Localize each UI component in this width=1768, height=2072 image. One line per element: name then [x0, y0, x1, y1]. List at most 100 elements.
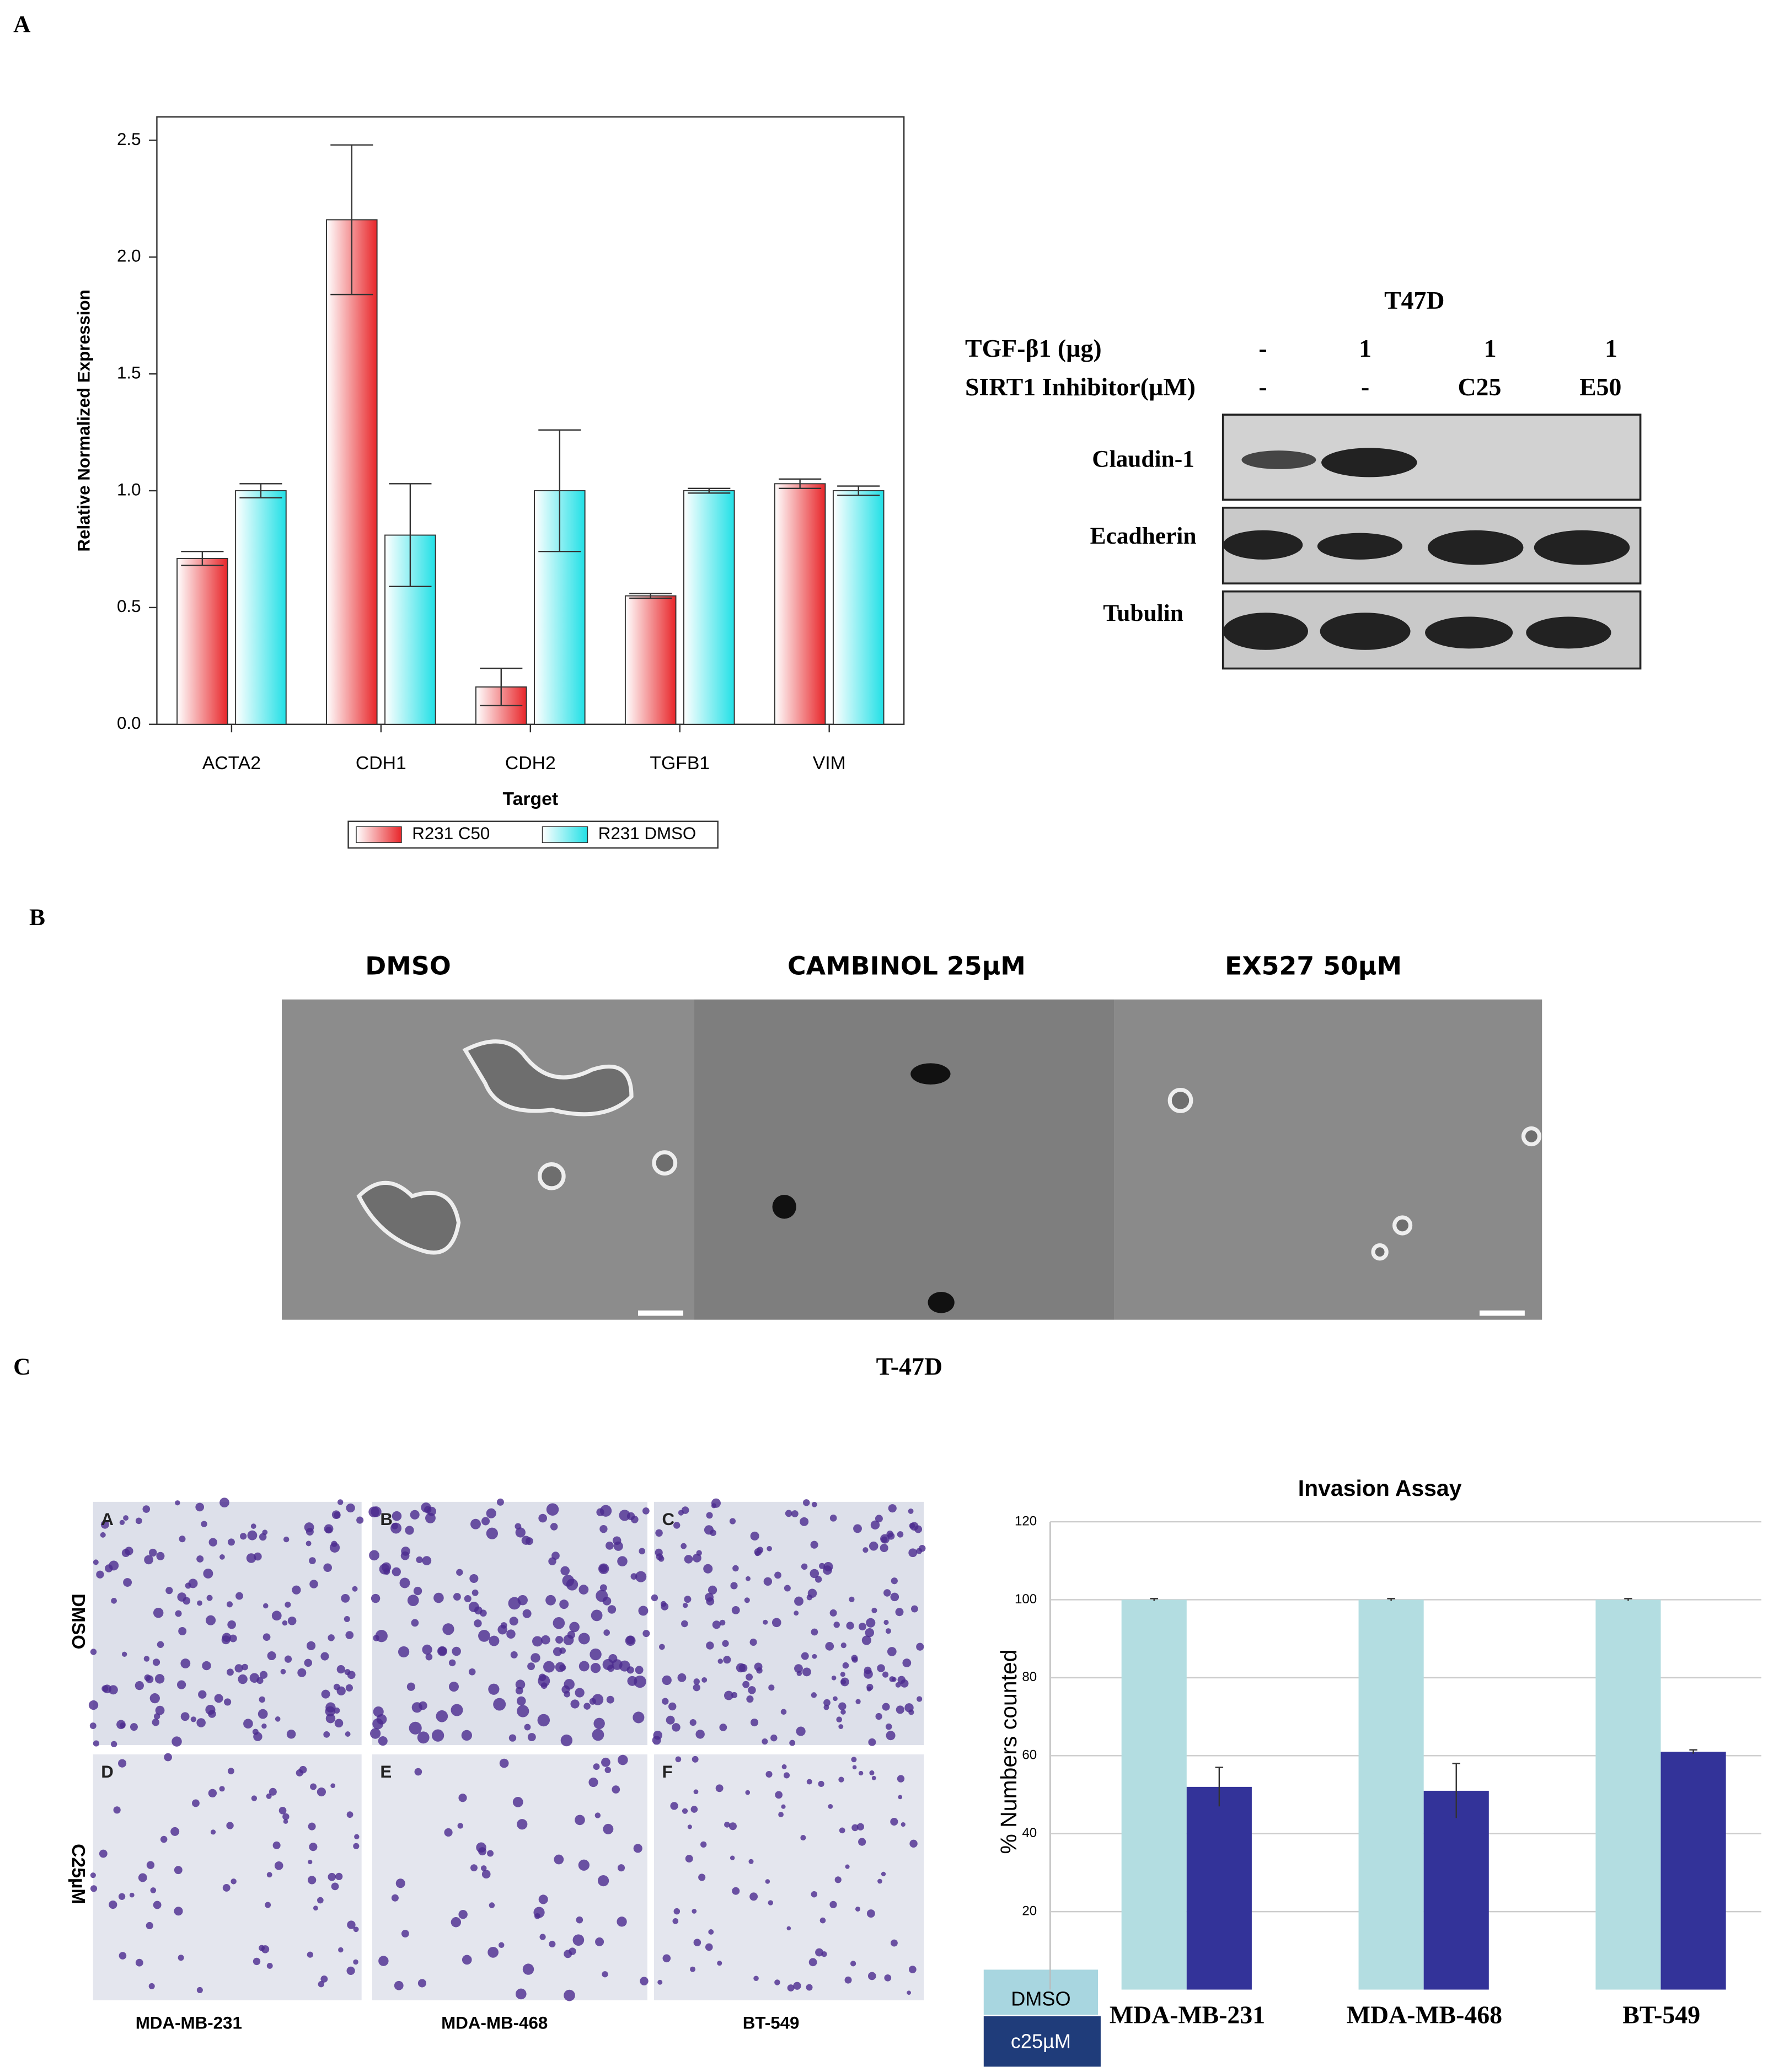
stained-cell: [405, 1526, 414, 1535]
stained-cell: [175, 1500, 180, 1506]
stained-cell: [243, 1719, 253, 1729]
error-bar: [779, 478, 822, 490]
y-tick-label: 0.0: [117, 713, 141, 733]
stained-cell: [328, 1872, 336, 1881]
stained-cell: [635, 1571, 647, 1582]
stained-cell: [464, 1595, 472, 1603]
stained-cell: [708, 1929, 714, 1935]
stained-cell: [564, 1989, 575, 2001]
stained-cell: [165, 1587, 173, 1595]
stained-cell: [884, 1974, 892, 1982]
stained-cell: [497, 1624, 507, 1635]
stained-cell: [195, 1502, 205, 1512]
stained-cell: [588, 1777, 598, 1787]
stained-cell: [226, 1822, 234, 1829]
stained-cell: [196, 1718, 206, 1727]
stained-cell: [354, 1834, 360, 1839]
stained-cell: [369, 1550, 379, 1561]
stained-cell: [266, 1872, 272, 1878]
stained-cell: [589, 1698, 596, 1705]
stained-cell: [684, 1596, 692, 1603]
stained-cell: [468, 1668, 476, 1676]
stained-cell: [192, 1799, 200, 1807]
error-bar: [1452, 1763, 1460, 1818]
stained-cell: [570, 1699, 580, 1709]
stained-cell: [598, 1563, 609, 1574]
stained-cell: [800, 1835, 806, 1841]
stained-cell: [810, 1540, 818, 1549]
stained-cell: [858, 1770, 864, 1776]
y-axis-label: Relative Normalized Expression: [74, 289, 94, 551]
stained-cell: [172, 1736, 182, 1747]
stained-cell: [607, 1605, 617, 1614]
x-tick-label: BT-549: [1622, 2001, 1700, 2029]
stained-cell: [346, 1966, 355, 1976]
stained-cell: [891, 1577, 898, 1585]
stained-cell: [517, 1819, 528, 1830]
stained-cell: [320, 1652, 329, 1661]
stained-cell: [146, 1921, 153, 1930]
stained-cell: [633, 1711, 645, 1724]
stained-cell: [753, 1976, 759, 1982]
stained-cell: [770, 1734, 778, 1742]
stained-cell: [297, 1668, 307, 1677]
stained-cell: [704, 1525, 714, 1535]
error-bar: [389, 483, 432, 587]
stained-cell: [684, 1555, 693, 1564]
stained-cell: [180, 1712, 190, 1721]
stained-cell: [282, 1620, 288, 1626]
stained-cell: [723, 1656, 731, 1664]
stained-cell: [234, 1664, 243, 1673]
stained-cell: [836, 1716, 843, 1723]
stained-cell: [406, 1682, 415, 1691]
stained-cell: [602, 1658, 614, 1671]
stained-cell: [458, 1794, 467, 1802]
stained-cell: [593, 1717, 605, 1730]
stained-cell: [883, 1619, 889, 1625]
stained-cell: [575, 1815, 585, 1826]
stained-cell: [336, 1686, 346, 1696]
stained-cell: [681, 1543, 687, 1549]
y-tick-label: 1.5: [117, 363, 141, 382]
stained-cell: [633, 1844, 642, 1853]
stained-cell: [496, 1498, 504, 1506]
stained-cell: [135, 1681, 144, 1690]
stained-cell: [274, 1861, 283, 1870]
y-tick-label: 2.0: [117, 246, 141, 266]
stained-cell: [730, 1855, 735, 1860]
stained-cell: [572, 1934, 585, 1946]
stained-cell: [673, 1908, 681, 1915]
stained-cell: [717, 1658, 723, 1664]
condition-label: CAMBINOL 25µM: [787, 951, 1026, 980]
bar: [1186, 1786, 1252, 1990]
stained-cell: [398, 1646, 410, 1658]
stained-cell: [838, 1702, 847, 1710]
error-bar: [1387, 1598, 1395, 1601]
stained-cell: [138, 1873, 147, 1882]
stained-cell: [563, 1634, 574, 1645]
stained-cell: [706, 1597, 715, 1606]
stained-cell: [411, 1619, 419, 1627]
stained-cell: [486, 1527, 498, 1539]
stained-cell: [174, 1907, 183, 1916]
stained-cell: [757, 1547, 764, 1554]
stained-cell: [480, 1865, 487, 1871]
stained-cell: [881, 1536, 888, 1543]
column-label: MDA-MB-468: [441, 2014, 548, 2033]
stained-cell: [778, 1812, 784, 1817]
stained-cell: [262, 1529, 268, 1536]
stained-cell: [178, 1627, 187, 1635]
bar: [1423, 1790, 1489, 1990]
stained-cell: [732, 1565, 739, 1572]
row-label: C25µM: [68, 1844, 89, 1904]
legend-swatch: [983, 2016, 1101, 2067]
stained-cell: [448, 1659, 456, 1667]
bar: [326, 219, 378, 725]
stained-cell: [916, 1642, 924, 1651]
stained-cell: [746, 1576, 751, 1581]
stained-cell: [356, 1516, 364, 1524]
image-label: A: [101, 1510, 114, 1529]
stained-cell: [543, 1661, 555, 1673]
stained-cell: [451, 1917, 462, 1928]
x-tick-label: VIM: [813, 753, 846, 774]
